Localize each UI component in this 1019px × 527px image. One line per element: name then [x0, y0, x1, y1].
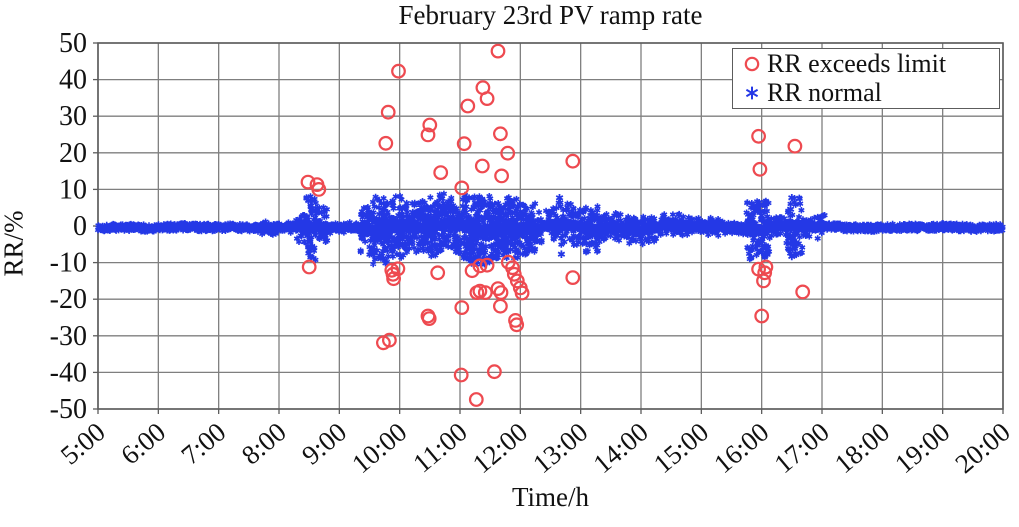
svg-text:13:00: 13:00 — [527, 417, 593, 480]
svg-text:7:00: 7:00 — [175, 417, 231, 471]
svg-text:18:00: 18:00 — [829, 417, 895, 480]
svg-text:-10: -10 — [50, 248, 87, 279]
svg-text:-40: -40 — [50, 357, 87, 388]
svg-text:-30: -30 — [50, 321, 87, 352]
svg-text:40: 40 — [59, 65, 87, 96]
svg-text:6:00: 6:00 — [115, 417, 171, 471]
svg-text:20: 20 — [59, 138, 87, 169]
svg-text:20:00: 20:00 — [949, 417, 1015, 480]
svg-text:50: 50 — [59, 28, 87, 59]
legend-item-normal: RR normal — [741, 79, 999, 108]
legend-item-exceeds: RR exceeds limit — [741, 50, 999, 79]
svg-text:-50: -50 — [50, 394, 87, 425]
svg-text:19:00: 19:00 — [889, 417, 955, 480]
svg-text:9:00: 9:00 — [296, 417, 352, 471]
x-axis-label: Time/h — [511, 482, 590, 512]
svg-text:14:00: 14:00 — [587, 417, 653, 480]
svg-text:-20: -20 — [50, 284, 87, 315]
legend-label-exceeds: RR exceeds limit — [767, 49, 947, 78]
legend-label-normal: RR normal — [767, 78, 882, 107]
svg-text:0: 0 — [73, 211, 87, 242]
blue-asterisk-marker-icon — [745, 86, 759, 100]
svg-text:10: 10 — [59, 174, 87, 205]
svg-text:12:00: 12:00 — [467, 417, 533, 480]
red-circle-marker-icon — [744, 56, 760, 72]
legend: RR exceeds limit RR normal — [732, 48, 1000, 109]
svg-text:15:00: 15:00 — [648, 417, 714, 480]
svg-text:16:00: 16:00 — [708, 417, 774, 480]
svg-text:8:00: 8:00 — [236, 417, 292, 471]
svg-text:11:00: 11:00 — [407, 417, 473, 479]
chart-title: February 23rd PV ramp rate — [398, 0, 703, 30]
svg-text:17:00: 17:00 — [768, 417, 834, 480]
svg-text:10:00: 10:00 — [346, 417, 412, 480]
svg-text:30: 30 — [59, 101, 87, 132]
